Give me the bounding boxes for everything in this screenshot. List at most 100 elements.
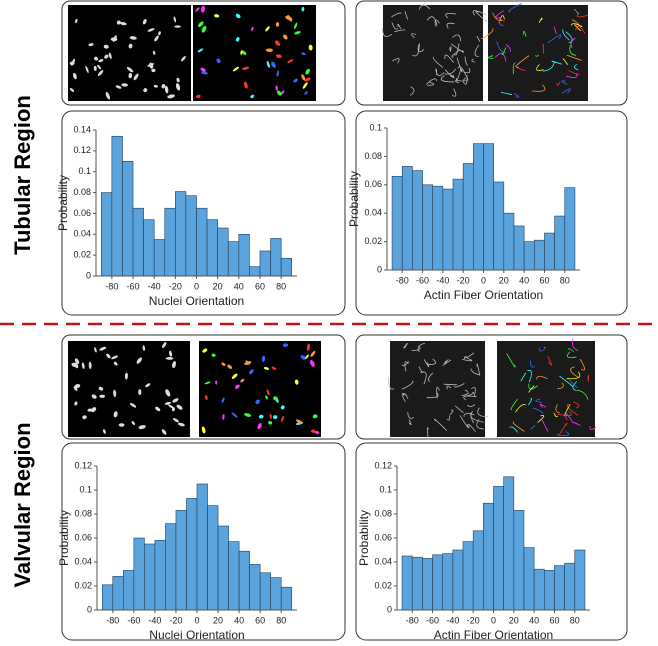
fiber xyxy=(535,398,543,403)
fiber xyxy=(401,361,409,367)
fiber xyxy=(432,56,444,68)
bar xyxy=(227,241,240,277)
fiber xyxy=(573,24,582,32)
fiber xyxy=(520,372,527,382)
nucleus xyxy=(161,84,166,89)
bar xyxy=(543,570,555,611)
fiber xyxy=(450,43,465,53)
nucleus xyxy=(74,362,79,369)
bar xyxy=(228,541,240,611)
bar xyxy=(144,543,156,611)
nucleus xyxy=(138,389,142,396)
fiber xyxy=(471,386,476,397)
nucleus xyxy=(222,413,225,420)
bar xyxy=(164,207,176,277)
fiber xyxy=(426,78,438,85)
x-tick-label: -20 xyxy=(457,275,470,285)
nucleus xyxy=(158,31,161,36)
fiber xyxy=(420,371,427,385)
x-tick-label: -20 xyxy=(467,615,480,625)
image xyxy=(497,341,595,437)
nucleus xyxy=(249,369,254,375)
bar xyxy=(196,207,208,277)
fiber xyxy=(530,360,536,368)
image xyxy=(390,341,485,437)
fiber xyxy=(566,55,582,61)
nucleus xyxy=(113,411,118,418)
nucleus xyxy=(201,426,206,434)
fiber xyxy=(391,22,399,30)
fiber xyxy=(539,403,547,408)
nucleus xyxy=(147,28,155,32)
x-tick-label: 20 xyxy=(213,281,223,291)
bar xyxy=(133,537,145,611)
bar xyxy=(185,195,197,277)
nucleus xyxy=(214,14,220,18)
fiber xyxy=(433,418,448,431)
y-tick-label: 0.02 xyxy=(74,580,92,590)
nucleus xyxy=(293,22,298,29)
fiber xyxy=(542,63,555,72)
nucleus xyxy=(244,413,252,417)
nucleus xyxy=(131,421,135,426)
nucleus xyxy=(305,68,310,75)
image xyxy=(383,5,483,101)
x-tick-label: -80 xyxy=(105,281,118,291)
bar xyxy=(175,191,187,277)
fiber xyxy=(474,44,480,58)
fiber xyxy=(435,68,445,77)
bar xyxy=(513,510,525,611)
nucleus xyxy=(165,356,174,360)
nucleus xyxy=(227,364,233,369)
fiber xyxy=(512,421,525,432)
nucleus xyxy=(235,13,241,19)
nucleus xyxy=(231,412,238,418)
bar xyxy=(432,185,444,271)
nucleus xyxy=(294,31,301,35)
fiber xyxy=(454,80,462,84)
nucleus xyxy=(201,5,205,13)
nucleus xyxy=(310,350,316,357)
bar xyxy=(165,523,177,611)
x-axis-label: Nuclei Orientation xyxy=(149,628,244,642)
nucleus xyxy=(161,429,167,435)
fiber xyxy=(408,419,412,426)
fiber xyxy=(557,382,564,390)
fiber xyxy=(444,68,456,75)
fiber xyxy=(559,375,574,387)
fiber xyxy=(467,391,475,397)
nucleus xyxy=(201,25,207,33)
x-tick-label: 20 xyxy=(509,615,519,625)
nucleus xyxy=(283,34,288,40)
image xyxy=(68,5,191,101)
bar xyxy=(442,188,454,271)
fiber xyxy=(568,379,578,389)
nucleus xyxy=(88,361,92,369)
nucleus xyxy=(258,414,264,419)
fiber xyxy=(536,375,548,380)
bar xyxy=(153,239,166,277)
nucleus xyxy=(309,360,315,367)
bar xyxy=(249,564,261,611)
fiber xyxy=(481,28,494,40)
fiber xyxy=(556,82,561,86)
fiber xyxy=(445,13,456,19)
nucleus xyxy=(271,366,277,370)
nucleus xyxy=(300,355,306,360)
fiber xyxy=(403,342,408,349)
x-tick-label: -60 xyxy=(127,615,140,625)
x-tick-label: -40 xyxy=(436,275,449,285)
nucleus xyxy=(216,58,221,64)
nucleus xyxy=(126,67,134,73)
fiber xyxy=(394,29,406,33)
nucleus xyxy=(240,378,245,383)
fiber xyxy=(410,86,415,96)
bar xyxy=(217,525,229,611)
nucleus xyxy=(162,342,167,349)
fiber xyxy=(535,54,540,57)
fiber xyxy=(411,33,417,39)
bar xyxy=(422,184,434,271)
nucleus xyxy=(108,52,112,59)
x-tick-label: 60 xyxy=(255,281,265,291)
fiber xyxy=(470,413,475,424)
